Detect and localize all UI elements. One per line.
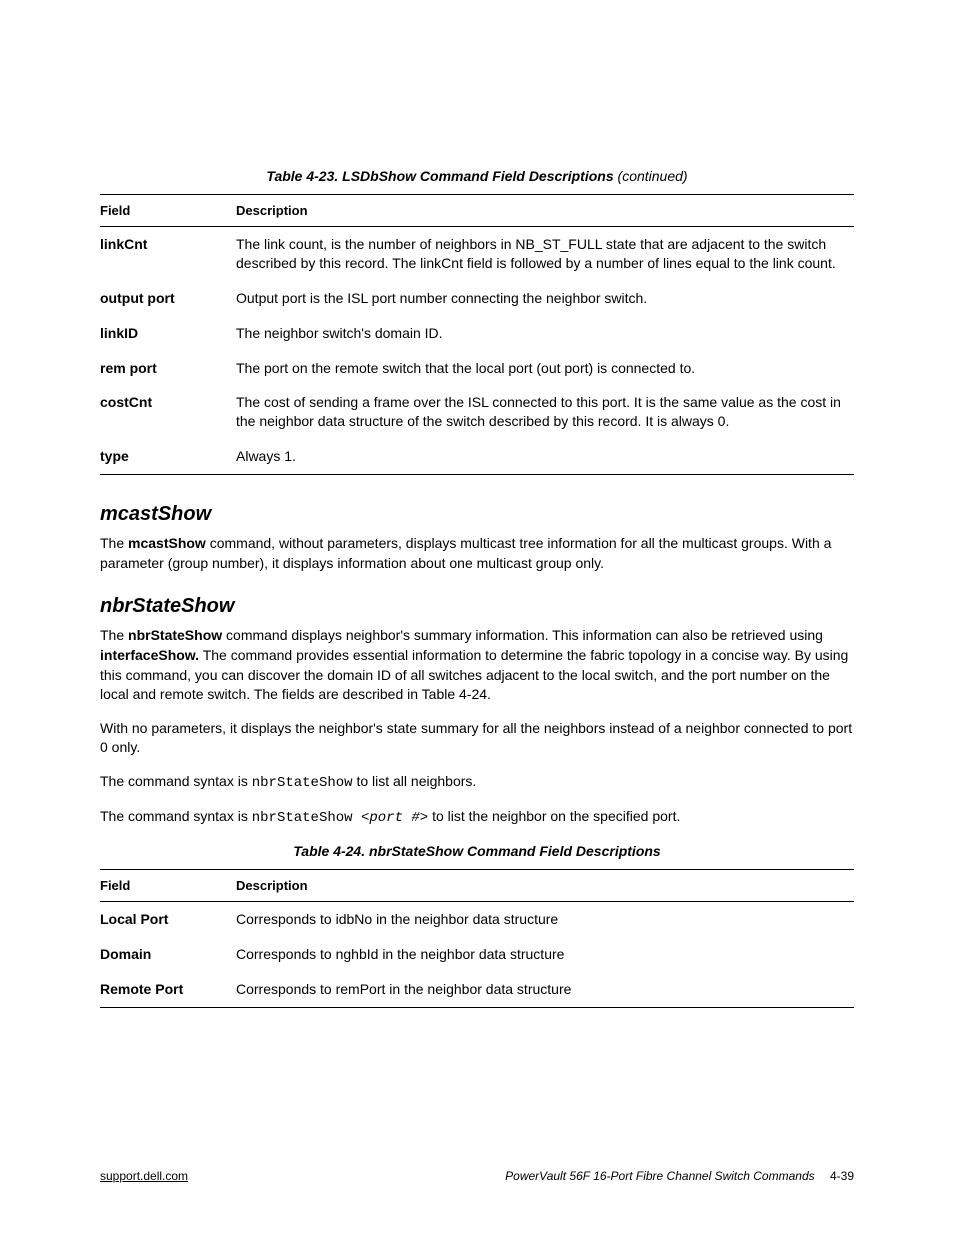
table1-caption: Table 4-23. LSDbShow Command Field Descr… — [100, 168, 854, 184]
table1-caption-main: Table 4-23. LSDbShow Command Field Descr… — [266, 168, 613, 184]
footer-title: PowerVault 56F 16-Port Fibre Channel Swi… — [505, 1169, 814, 1183]
footer-link[interactable]: support.dell.com — [100, 1169, 188, 1183]
nbr-paragraph-3: The command syntax is nbrStateShow to li… — [100, 772, 854, 794]
footer-right: PowerVault 56F 16-Port Fibre Channel Swi… — [505, 1169, 854, 1183]
text-run: command, without parameters, displays mu… — [100, 535, 831, 571]
code-run: > — [420, 810, 428, 826]
text-bold: mcastShow — [128, 535, 206, 551]
table-row: Domain Corresponds to nghbId in the neig… — [100, 937, 854, 972]
table2-row-desc: Corresponds to idbNo in the neighbor dat… — [236, 902, 854, 937]
code-italic: port # — [369, 810, 419, 826]
table1-row-field: costCnt — [100, 385, 236, 439]
code-run: nbrStateShow < — [252, 810, 370, 826]
table1-caption-cont: (continued) — [614, 168, 688, 184]
table1-row-desc: The link count, is the number of neighbo… — [236, 227, 854, 281]
text-run: The command syntax is — [100, 773, 252, 789]
text-run: The command syntax is — [100, 808, 252, 824]
table1-row-desc: The cost of sending a frame over the ISL… — [236, 385, 854, 439]
table-row: costCnt The cost of sending a frame over… — [100, 385, 854, 439]
table1-row-field: output port — [100, 281, 236, 316]
table1-row-field: rem port — [100, 351, 236, 386]
footer-page-number: 4-39 — [830, 1169, 854, 1183]
table2-row-desc: Corresponds to remPort in the neighbor d… — [236, 972, 854, 1007]
nbr-paragraph-4: The command syntax is nbrStateShow <port… — [100, 807, 854, 829]
table1-row-desc: The port on the remote switch that the l… — [236, 351, 854, 386]
table1: Field Description linkCnt The link count… — [100, 194, 854, 475]
table2-row-desc: Corresponds to nghbId in the neighbor da… — [236, 937, 854, 972]
text-run: to list all neighbors. — [353, 773, 477, 789]
table2-row-field: Remote Port — [100, 972, 236, 1007]
table-row: Local Port Corresponds to idbNo in the n… — [100, 902, 854, 937]
table2-row-field: Local Port — [100, 902, 236, 937]
table1-row-desc: The neighbor switch's domain ID. — [236, 316, 854, 351]
table2-header-field: Field — [100, 870, 236, 902]
nbrstateshow-heading: nbrStateShow — [100, 595, 854, 618]
table2-caption: Table 4-24. nbrStateShow Command Field D… — [100, 843, 854, 859]
table-row: linkCnt The link count, is the number of… — [100, 227, 854, 281]
table-row: rem port The port on the remote switch t… — [100, 351, 854, 386]
text-run: The — [100, 627, 128, 643]
mcastshow-heading: mcastShow — [100, 503, 854, 526]
text-run: to list the neighbor on the specified po… — [428, 808, 680, 824]
table2-caption-main: Table 4-24. nbrStateShow Command Field D… — [293, 843, 660, 859]
table2-row-field: Domain — [100, 937, 236, 972]
text-run: command displays neighbor's summary info… — [222, 627, 823, 643]
table1-row-desc: Always 1. — [236, 439, 854, 474]
table-row: linkID The neighbor switch's domain ID. — [100, 316, 854, 351]
text-bold: nbrStateShow — [128, 627, 222, 643]
table1-header-field: Field — [100, 195, 236, 227]
table2: Field Description Local Port Corresponds… — [100, 869, 854, 1008]
text-run: The — [100, 535, 128, 551]
table1-row-field: type — [100, 439, 236, 474]
text-run: The command provides essential informati… — [100, 647, 848, 702]
nbr-paragraph-2: With no parameters, it displays the neig… — [100, 719, 854, 758]
table1-row-field: linkCnt — [100, 227, 236, 281]
table1-row-field: linkID — [100, 316, 236, 351]
table1-row-desc: Output port is the ISL port number conne… — [236, 281, 854, 316]
text-bold: interfaceShow. — [100, 647, 199, 663]
nbr-paragraph-1: The nbrStateShow command displays neighb… — [100, 626, 854, 704]
table-row: output port Output port is the ISL port … — [100, 281, 854, 316]
table1-header-desc: Description — [236, 195, 854, 227]
table2-header-desc: Description — [236, 870, 854, 902]
table-row: Remote Port Corresponds to remPort in th… — [100, 972, 854, 1007]
code-text: nbrStateShow — [252, 775, 353, 791]
code-text: nbrStateShow <port #> — [252, 810, 428, 826]
table-row: type Always 1. — [100, 439, 854, 474]
mcastshow-paragraph: The mcastShow command, without parameter… — [100, 534, 854, 573]
page-footer: support.dell.com PowerVault 56F 16-Port … — [100, 1169, 854, 1183]
